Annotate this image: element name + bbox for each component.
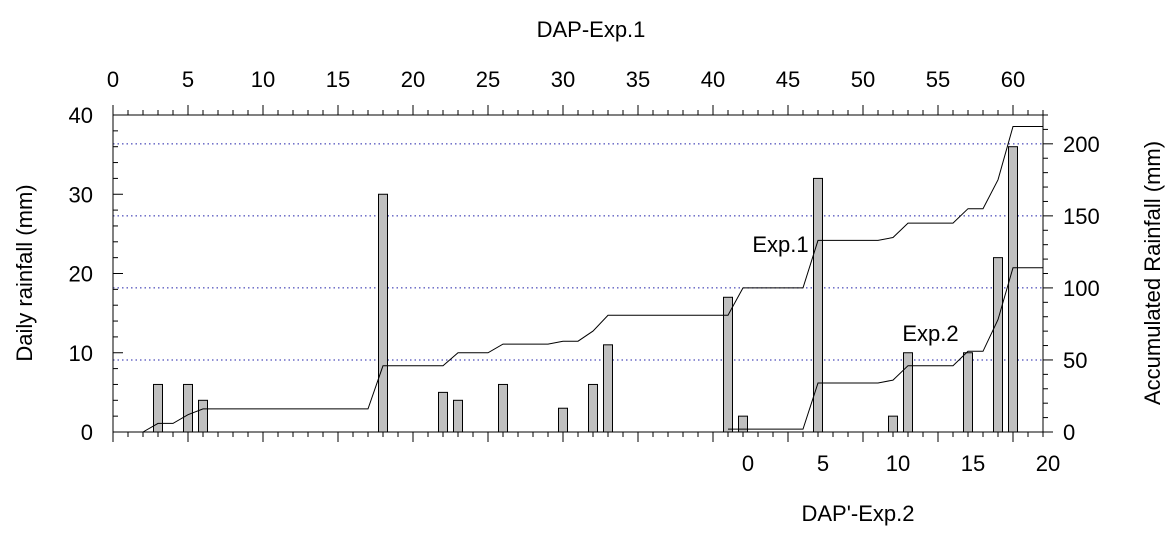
left-tick-label: 40	[69, 103, 93, 128]
rain-bar	[498, 383, 508, 433]
rain-bar	[993, 257, 1003, 433]
left-tick-label: 20	[69, 262, 93, 287]
bottom-tick-label: 5	[817, 451, 829, 476]
rain-bar	[588, 383, 598, 433]
right-tick-label: 50	[1063, 348, 1087, 373]
top-tick-label: 20	[401, 67, 425, 92]
right-tick-label: 200	[1063, 132, 1100, 157]
bars	[153, 146, 1018, 433]
left-axis-title: Daily rainfall (mm)	[12, 184, 37, 361]
rain-bar	[198, 399, 208, 433]
rain-bar	[438, 391, 448, 433]
gridlines	[113, 143, 1043, 361]
rain-bar	[558, 407, 568, 433]
exp1-cumulative-line	[142, 126, 1043, 433]
top-tick-label: 25	[476, 67, 500, 92]
rain-bar	[903, 352, 913, 433]
rain-bar	[378, 193, 388, 433]
top-tick-label: 0	[107, 67, 119, 92]
top-tick-label: 45	[776, 67, 800, 92]
right-tick-label: 0	[1063, 420, 1075, 445]
left-tick-label: 0	[81, 420, 93, 445]
bottom-tick-label: 15	[961, 451, 985, 476]
right-axis-title: Accumulated Rainfall (mm)	[1140, 141, 1165, 405]
tick-labels: 0 5 10 15 20 25 30 35 40 45 50 55 600 5 10 15 2001020304…	[69, 67, 1100, 476]
exp2-cumulative-line	[728, 267, 1043, 430]
rain-bar	[453, 399, 463, 433]
top-tick-label: 10	[251, 67, 275, 92]
rain-bar	[723, 296, 733, 433]
exp1-annotation: Exp.1	[752, 232, 808, 257]
rain-bar	[1008, 146, 1018, 433]
top-tick-label: 35	[626, 67, 650, 92]
right-tick-label: 100	[1063, 276, 1100, 301]
rain-bar	[963, 352, 973, 433]
bottom-tick-label: 0	[742, 451, 754, 476]
left-tick-label: 30	[69, 182, 93, 207]
top-tick-label: 40	[701, 67, 725, 92]
rain-bar	[183, 383, 193, 433]
exp2-annotation: Exp.2	[902, 321, 958, 346]
top-tick-label: 15	[326, 67, 350, 92]
top-axis-title: DAP-Exp.1	[537, 17, 646, 42]
rain-bar	[738, 415, 748, 433]
top-tick-label: 55	[926, 67, 950, 92]
top-tick-label: 60	[1001, 67, 1025, 92]
cumulative-lines	[142, 126, 1043, 433]
bottom-tick-label: 20	[1036, 451, 1060, 476]
right-tick-label: 150	[1063, 204, 1100, 229]
top-tick-label: 5	[182, 67, 194, 92]
bottom-axis-title: DAP'-Exp.2	[801, 501, 914, 526]
rain-bar	[603, 344, 613, 433]
top-tick-label: 50	[851, 67, 875, 92]
left-tick-label: 10	[69, 341, 93, 366]
top-tick-label: 30	[551, 67, 575, 92]
axes	[112, 105, 1053, 442]
bottom-tick-label: 10	[886, 451, 910, 476]
rain-bar	[888, 415, 898, 433]
